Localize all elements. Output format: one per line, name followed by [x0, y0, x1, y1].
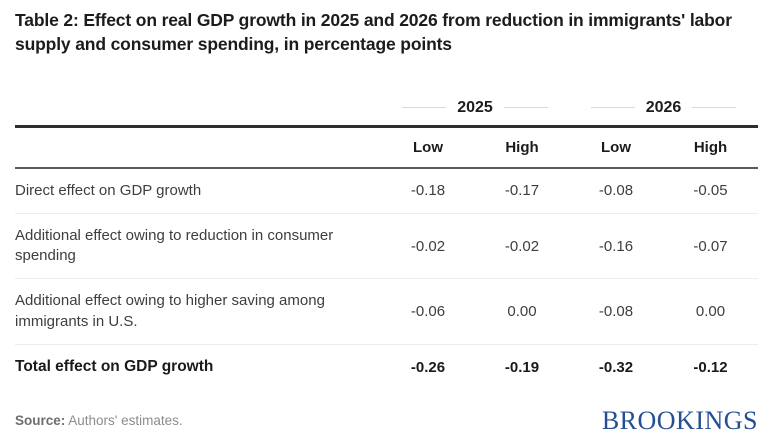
cell-value: -0.18 [410, 182, 446, 200]
total-row-label: Total effect on GDP growth [15, 357, 214, 375]
cell-value: -0.08 [598, 303, 634, 321]
row-label: Direct effect on GDP growth [15, 181, 202, 199]
brookings-logo: BROOKINGS [601, 405, 758, 435]
year-dash-right [692, 107, 737, 109]
cell-value: -0.06 [410, 303, 446, 321]
year-label-2025: 2025 [457, 98, 493, 116]
total-cell-value: -0.26 [410, 358, 446, 376]
table-row: Additional effect owing to reduction in … [15, 214, 758, 280]
cell-value: -0.17 [504, 182, 540, 200]
column-header-2025-low: Low [413, 138, 443, 156]
year-header-row: 2025 2026 [15, 91, 758, 128]
figure-footer: Source: Authors' estimates. BROOKINGS [15, 405, 758, 435]
source-label: Source: [15, 413, 66, 429]
column-header-2026-high: High [693, 138, 728, 156]
cell-value: 0.00 [695, 303, 726, 321]
cell-value: -0.05 [693, 182, 728, 200]
year-group-2026: 2026 [569, 99, 758, 117]
year-dash-left [402, 107, 447, 109]
cell-value: -0.16 [598, 237, 634, 255]
total-cell-value: -0.32 [598, 358, 634, 376]
year-dash-left [590, 107, 635, 109]
cell-value: -0.02 [410, 237, 446, 255]
row-label: Additional effect owing to higher saving… [15, 292, 325, 330]
year-label-2026: 2026 [645, 98, 682, 116]
cell-value: 0.00 [507, 303, 537, 321]
year-group-2025: 2025 [381, 99, 569, 117]
column-header-2025-high: High [505, 138, 539, 156]
table-total-row: Total effect on GDP growth -0.26 -0.19 -… [15, 345, 758, 390]
subheader-row: Low High Low High [15, 128, 758, 169]
table-title: Table 2: Effect on real GDP growth in 20… [15, 10, 732, 54]
cell-value: -0.07 [693, 237, 728, 255]
year-dash-right [503, 107, 548, 109]
total-cell-value: -0.19 [504, 358, 540, 376]
cell-value: -0.02 [504, 237, 540, 255]
table-row: Direct effect on GDP growth -0.18 -0.17 … [15, 169, 758, 214]
cell-value: -0.08 [598, 182, 634, 200]
row-label: Additional effect owing to reduction in … [15, 226, 334, 265]
gdp-effects-table: 2025 2026 Low High Low High Direct effec… [15, 91, 758, 390]
total-cell-value: -0.12 [693, 358, 728, 376]
column-header-2026-low: Low [601, 138, 631, 156]
source-text: Authors' estimates. [68, 413, 183, 429]
table-row: Additional effect owing to higher saving… [15, 279, 758, 345]
source-note: Source: Authors' estimates. [15, 413, 183, 428]
